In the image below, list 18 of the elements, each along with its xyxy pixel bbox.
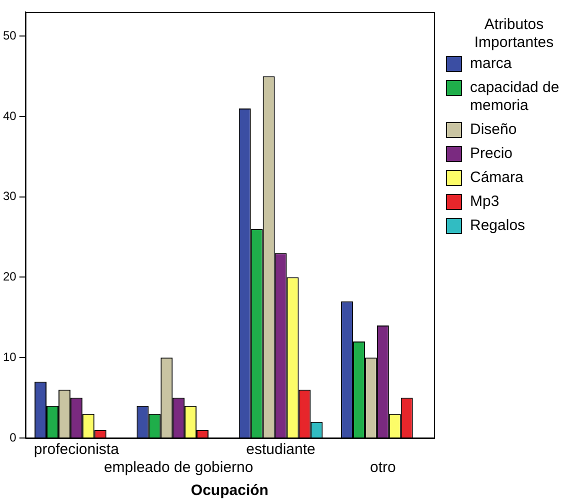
legend-label: Regalos <box>470 217 526 235</box>
legend-label: Cámara <box>470 169 524 187</box>
x-axis-title: Ocupación <box>190 482 268 500</box>
y-tick-label: 40 <box>2 108 17 123</box>
y-tick-label: 30 <box>2 189 17 204</box>
y-tick-label: 10 <box>2 350 17 364</box>
legend-label: marca <box>470 55 512 73</box>
legend-label: capacidad de memoria <box>470 79 560 115</box>
x-tick-label: otro <box>370 459 396 476</box>
x-tick-label: estudiante <box>246 441 316 458</box>
x-tick-label: profecionista <box>34 441 120 458</box>
y-tick-label: 20 <box>2 270 17 284</box>
y-tick-label: 50 <box>2 28 17 42</box>
legend-label: Mp3 <box>470 193 500 211</box>
x-tick-label: empleado de gobierno <box>104 459 254 476</box>
legend-label: Precio <box>470 145 513 163</box>
y-tick-label: 0 <box>10 430 17 444</box>
legend-label: Diseño <box>470 121 517 139</box>
